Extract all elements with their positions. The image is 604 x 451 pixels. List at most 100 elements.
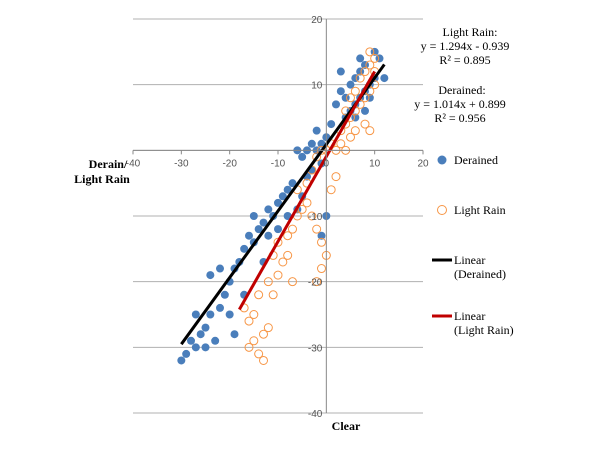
point-derained [216,264,224,273]
point-light-rain [254,290,264,300]
point-derained [225,310,234,319]
point-light-rain [350,126,360,136]
x-tick-label: 0 [324,158,330,169]
point-light-rain [283,231,293,241]
y-axis-label-line1: Derain/ [89,157,128,171]
gridlines [133,18,423,414]
point-derained [365,93,374,102]
point-light-rain [259,329,268,339]
point-light-rain [312,277,322,287]
point-light-rain [360,67,370,77]
y-tick-label: -40 [308,409,323,420]
legend-label-linear-light-rain: Linear [454,309,485,323]
point-derained [201,323,210,332]
annotation-r2: R² = 0.895 [439,53,490,67]
legend-label-linear-light-rain-2: (Light Rain) [454,323,514,337]
point-derained [264,231,273,240]
point-derained [211,336,220,345]
point-derained [356,54,365,63]
point-light-rain [288,224,297,234]
point-light-rain [365,126,375,136]
point-derained [245,231,253,240]
point-derained [317,139,326,148]
legend-marker-light-rain [437,205,447,215]
point-light-rain [312,224,322,234]
point-derained [249,212,258,220]
legend: Derained Light Rain Linear (Derained) Li… [432,153,514,337]
point-derained [177,356,186,365]
y-tick-label: -20 [308,278,323,289]
point-derained [336,87,345,96]
annotation-equation: y = 1.014x + 0.899 [414,97,506,111]
legend-label-linear-derained: Linear [454,253,485,267]
point-light-rain [365,60,375,70]
point-derained [307,139,316,148]
x-tick-label: -20 [222,158,237,169]
light-rain-equation: Light Rain: y = 1.294x - 0.939 R² = 0.89… [421,25,510,67]
point-derained [336,67,345,76]
point-light-rain [249,336,259,346]
point-derained [216,303,224,312]
point-derained [206,310,215,319]
x-tick-label: 10 [369,158,381,169]
y-tick-label: -10 [308,212,323,223]
point-light-rain [346,132,355,142]
point-derained [230,330,239,339]
trendline-light-rain [238,70,376,311]
point-derained [341,93,350,102]
point-derained [288,179,297,188]
point-light-rain [254,349,264,359]
point-light-rain [278,257,288,267]
trendlines [180,63,386,346]
y-tick-label: 10 [311,81,323,92]
point-light-rain [317,237,326,247]
point-derained [361,60,369,69]
point-light-rain [360,119,370,129]
tick-labels: 20 10 -10 -20 -30 -40 -40 -30 -20 -10 0 10 20 [126,15,429,420]
y-tick-label: 20 [311,15,323,26]
point-derained [351,113,360,122]
point-derained [327,120,336,129]
point-light-rain [297,204,307,214]
point-derained [274,198,282,207]
point-derained [375,54,384,63]
point-derained [201,343,210,352]
point-light-rain [259,355,268,365]
point-light-rain [273,237,283,247]
point-light-rain [288,277,297,287]
x-tick-label: 20 [417,158,429,169]
point-light-rain [312,152,322,162]
point-derained [187,336,195,345]
point-light-rain [355,73,365,83]
point-light-rain [370,53,380,63]
point-derained [206,271,215,280]
point-light-rain [263,323,273,333]
annotation-title: Derained: [438,83,485,97]
annotation-equation: y = 1.294x - 0.939 [421,39,510,53]
point-derained [317,231,326,240]
axes [132,19,424,413]
x-axis-label: Clear [332,419,361,433]
x-tick-label: -30 [174,158,189,169]
point-derained [346,80,355,89]
data-points [177,47,389,365]
point-light-rain [326,185,336,195]
point-light-rain [365,47,375,57]
point-derained [191,310,200,319]
point-derained [283,185,292,194]
y-axis-label-line2: Light Rain [74,172,130,186]
point-derained [196,330,205,339]
y-tick-label: -30 [308,343,323,354]
point-light-rain [331,172,341,182]
point-light-rain [317,264,326,274]
point-derained [380,74,389,83]
legend-label-linear-derained-2: (Derained) [454,267,506,281]
annotation-r2: R² = 0.956 [434,111,485,125]
point-derained [191,343,200,352]
x-tick-label: -10 [271,158,286,169]
point-derained [264,205,273,214]
point-derained [361,106,369,115]
annotation-title: Light Rain: [443,25,498,39]
point-light-rain [244,316,254,326]
point-light-rain [302,198,312,208]
